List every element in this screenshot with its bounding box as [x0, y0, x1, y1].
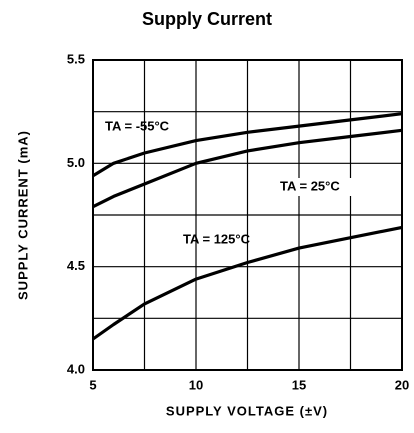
series-line: [92, 225, 403, 341]
plot-frame: [92, 59, 403, 371]
series-label: TA = 25°C: [280, 178, 340, 193]
x-axis-label: SUPPLY VOLTAGE (±V): [166, 403, 328, 418]
y-axis-label: SUPPLY CURRENT (mA): [15, 130, 30, 300]
y-tick-label: 5.5: [67, 51, 85, 66]
label-background: [276, 178, 370, 196]
y-tick-label: 5.0: [67, 155, 85, 170]
series-label: TA = 125°C: [183, 231, 251, 246]
series-line: [92, 128, 403, 209]
x-tick-label: 10: [189, 377, 203, 392]
x-tick-label: 20: [395, 377, 409, 392]
x-tick-label: 5: [89, 377, 96, 392]
series-label: TA = -55°C: [105, 118, 170, 133]
y-tick-label: 4.5: [67, 258, 85, 273]
chart-title: Supply Current: [142, 9, 272, 29]
x-tick-label: 15: [292, 377, 306, 392]
y-tick-label: 4.0: [67, 361, 85, 376]
series-line: [92, 112, 403, 178]
